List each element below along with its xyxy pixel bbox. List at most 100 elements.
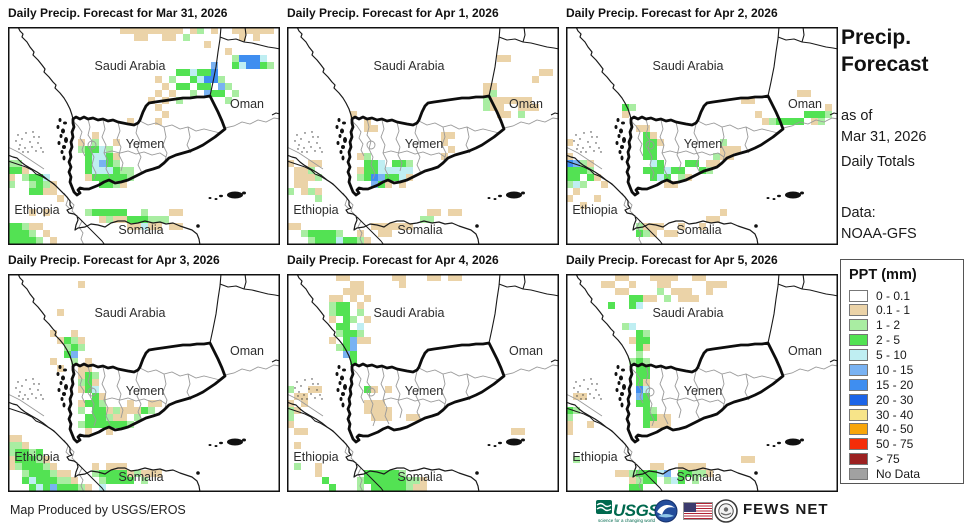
island (785, 438, 801, 446)
precip-cell (643, 344, 650, 351)
precip-cell (22, 456, 29, 463)
precip-cell (155, 216, 162, 223)
island (341, 155, 345, 161)
precip-cell (399, 181, 406, 188)
admin-boundary (351, 120, 365, 157)
island-speckle (29, 388, 31, 390)
island (338, 134, 342, 138)
precip-cell (211, 76, 218, 83)
island-speckle (591, 136, 593, 138)
sidebar-title-line1: Precip. (841, 26, 912, 49)
precip-cell (155, 400, 162, 407)
forecast-panel-5: Daily Precip. Forecast for Apr 4, 2026 Sa… (287, 253, 559, 492)
precip-cell (692, 274, 699, 281)
admin-boundary (645, 387, 655, 397)
state-dept-seal (714, 499, 738, 528)
precip-cell (308, 237, 315, 244)
precip-cell (566, 195, 573, 202)
island-speckle (35, 397, 37, 399)
precip-cell (99, 400, 106, 407)
island (475, 224, 479, 228)
precip-cell (301, 230, 308, 237)
precip-cell (92, 146, 99, 153)
precip-cell (294, 393, 301, 400)
country-label: Ethiopia (293, 203, 338, 217)
island-speckle (308, 141, 310, 143)
basemap-layer (8, 274, 280, 492)
island-speckle (580, 151, 582, 153)
country-label: Somalia (397, 223, 442, 237)
island-speckle (19, 144, 21, 146)
admin-boundary (418, 120, 500, 134)
island (620, 155, 624, 161)
country-label: Ethiopia (14, 203, 59, 217)
admin-boundary (697, 367, 779, 381)
precip-cell (29, 230, 36, 237)
precip-cell (692, 463, 699, 470)
yemen-border (67, 341, 227, 444)
precip-cell (643, 146, 650, 153)
island-speckle (585, 151, 587, 153)
precip-cell (671, 181, 678, 188)
precip-cell (106, 470, 113, 477)
country-border (243, 274, 247, 290)
precip-cell (113, 407, 120, 414)
island (336, 141, 340, 145)
precip-cell (636, 295, 643, 302)
forecast-map: Saudi Arabia Oman Yemen Ethiopia Somalia (566, 27, 838, 245)
precip-cell (211, 90, 218, 97)
island (614, 125, 618, 129)
legend-label: 5 - 10 (876, 348, 907, 363)
island (617, 381, 621, 385)
precip-cell (183, 34, 190, 41)
precip-cell (650, 167, 657, 174)
precip-cell (664, 281, 671, 288)
precip-cell (92, 421, 99, 428)
map-frame-border (566, 274, 838, 492)
precip-cell (490, 90, 497, 97)
admin-boundary (693, 370, 701, 421)
island-speckle (19, 391, 21, 393)
precip-cell (664, 477, 671, 484)
precip-cell (287, 188, 294, 195)
island-speckle (31, 146, 33, 148)
admin-boundary (69, 200, 77, 216)
precip-cell (357, 337, 364, 344)
precip-cell (50, 463, 57, 470)
precip-cell (134, 407, 141, 414)
precip-cell (85, 484, 92, 491)
legend-swatch (849, 363, 868, 376)
precip-cell (71, 351, 78, 358)
precip-cell (636, 470, 643, 477)
precip-cell (734, 146, 741, 153)
island (621, 368, 625, 372)
precip-cell (343, 351, 350, 358)
island-speckle (33, 136, 35, 138)
legend-row: 0 - 0.1 (849, 289, 955, 303)
legend-title: PPT (mm) (849, 267, 917, 283)
precip-cell (769, 118, 776, 125)
precip-cell (85, 421, 92, 428)
island (340, 128, 344, 134)
precip-cell (99, 477, 106, 484)
precip-cell (650, 414, 657, 421)
precip-cell (36, 470, 43, 477)
island (338, 381, 342, 385)
island (337, 118, 341, 122)
island-speckle (296, 134, 298, 136)
precip-cell (127, 167, 134, 174)
precip-cell (64, 470, 71, 477)
island (62, 155, 66, 161)
island-speckle (22, 398, 24, 400)
country-label: Yemen (126, 384, 165, 398)
precip-cell (329, 295, 336, 302)
precip-cell (260, 27, 267, 34)
island (616, 118, 620, 122)
island-speckle (297, 148, 299, 150)
admin-boundary (627, 447, 635, 463)
island-speckle (314, 397, 316, 399)
precip-cell (350, 111, 357, 118)
precip-cell (532, 104, 539, 111)
precip-cell (22, 230, 29, 237)
